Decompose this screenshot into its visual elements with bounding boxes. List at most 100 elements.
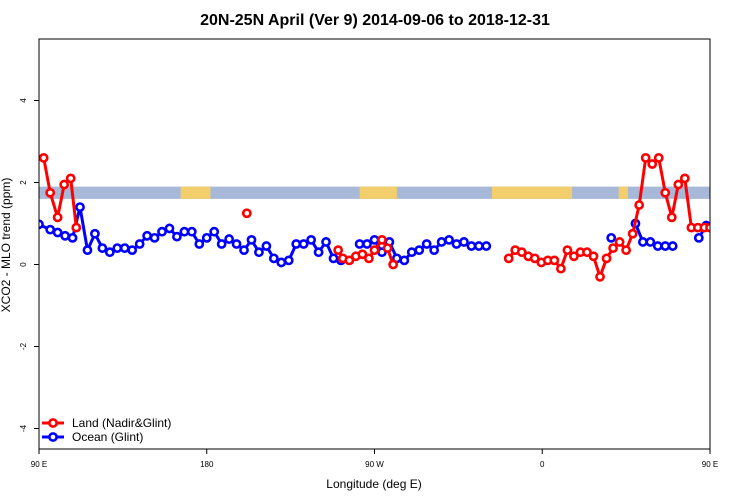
legend-marker	[48, 432, 58, 442]
data-point	[679, 173, 690, 184]
data-point	[67, 232, 78, 243]
data-point	[90, 228, 100, 239]
land-band-segment	[180, 186, 211, 199]
data-point	[732, 234, 739, 241]
data-point	[39, 153, 49, 163]
data-point	[638, 237, 648, 247]
y-tick-label: -2	[19, 342, 28, 350]
data-point	[71, 222, 82, 233]
land-band-segment	[359, 186, 397, 199]
latitude-band	[39, 186, 710, 199]
data-point	[653, 152, 664, 163]
data-point	[149, 232, 160, 243]
data-point	[621, 245, 632, 256]
data-point	[59, 179, 70, 190]
data-point	[667, 241, 678, 251]
data-point	[555, 263, 566, 274]
data-point	[634, 200, 645, 210]
data-point	[595, 271, 605, 282]
chart-title: 20N-25N April (Ver 9) 2014-09-06 to 2018…	[200, 12, 550, 29]
data-point	[369, 234, 380, 245]
data-point	[459, 237, 469, 247]
data-point	[693, 232, 704, 243]
series-line	[42, 157, 78, 228]
data-point	[60, 230, 70, 241]
data-point	[601, 253, 612, 264]
x-tick-label: 0	[540, 460, 545, 469]
data-point	[708, 226, 710, 233]
data-point	[291, 239, 302, 249]
data-point	[75, 202, 85, 212]
data-point	[429, 245, 440, 256]
data-point	[406, 247, 417, 258]
data-point	[254, 247, 264, 258]
data-point	[52, 212, 63, 223]
data-point	[142, 230, 153, 241]
land-band-segment	[491, 186, 573, 199]
data-point	[606, 232, 617, 243]
legend-item: Land (Nadir&Glint)	[42, 416, 171, 430]
data-point	[588, 251, 599, 262]
data-point	[645, 237, 656, 247]
data-point	[65, 173, 76, 184]
y-tick-label: 2	[19, 180, 28, 185]
data-point	[481, 241, 492, 251]
y-tick-label: -4	[19, 424, 28, 432]
x-tick-label: 180	[200, 460, 214, 469]
data-point	[660, 241, 671, 251]
y-axis-label: XCO2 - MLO trend (ppm)	[0, 178, 13, 313]
data-point	[369, 245, 380, 256]
data-point	[321, 237, 331, 247]
data-point	[119, 243, 130, 253]
data-point	[652, 241, 663, 251]
data-point	[224, 234, 235, 244]
data-point	[186, 226, 197, 237]
data-point	[209, 226, 220, 237]
legend-marker	[48, 418, 58, 428]
data-point	[673, 179, 684, 190]
data-point	[647, 159, 658, 169]
data-point	[529, 253, 540, 264]
data-point	[45, 224, 56, 235]
y-tick-label: 4	[19, 98, 28, 103]
data-point	[466, 241, 477, 251]
data-point	[364, 253, 374, 264]
data-point	[436, 237, 447, 247]
data-point	[45, 187, 56, 198]
x-axis: 90 E 180 90 W 0 90 E	[31, 449, 718, 469]
x-axis-label: Longitude (deg E)	[326, 477, 421, 491]
data-point	[276, 257, 287, 268]
data-point	[112, 243, 123, 253]
legend: Land (Nadir&Glint)Ocean (Glint)	[42, 416, 171, 444]
data-point	[268, 253, 279, 264]
data-point	[608, 243, 618, 253]
data-point	[82, 245, 93, 256]
data-point	[179, 226, 190, 237]
data-point	[444, 234, 454, 245]
data-point	[718, 229, 725, 236]
x-tick-label: 90 E	[31, 460, 47, 469]
data-point	[298, 239, 309, 249]
legend-label: Ocean (Glint)	[72, 430, 143, 444]
data-point	[239, 245, 249, 256]
data-point	[283, 255, 294, 266]
data-point	[362, 239, 372, 249]
series-land	[39, 152, 710, 282]
data-point	[157, 226, 167, 237]
data-point	[451, 239, 462, 249]
data-point	[382, 243, 393, 253]
data-point	[344, 255, 355, 266]
data-point	[725, 232, 732, 239]
data-point	[241, 208, 252, 219]
data-point	[388, 259, 399, 270]
data-point	[705, 222, 710, 233]
data-point	[582, 247, 592, 258]
data-point	[261, 241, 272, 251]
series-layer	[39, 152, 739, 282]
data-point	[333, 245, 344, 256]
data-point	[549, 255, 560, 266]
data-point	[473, 241, 484, 251]
data-point	[164, 223, 175, 234]
data-point	[666, 212, 677, 223]
